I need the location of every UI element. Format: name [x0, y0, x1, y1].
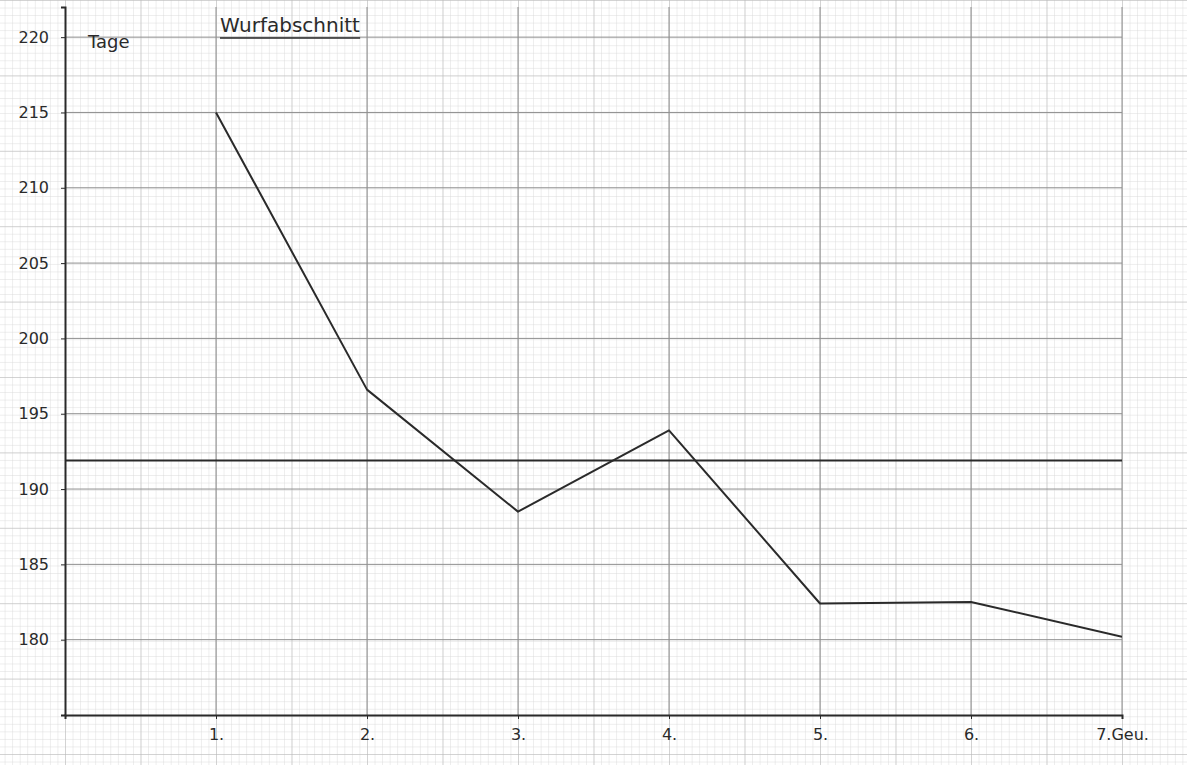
- y-tick: 220: [18, 28, 65, 47]
- tick-mark: [367, 715, 368, 719]
- tick-mark: [61, 564, 65, 565]
- grid-line: [971, 7, 972, 715]
- tick-label: 215: [18, 103, 49, 122]
- x-tick: 3.: [511, 715, 526, 744]
- tick-label: 220: [18, 28, 49, 47]
- tick-mark: [61, 263, 65, 264]
- x-tick: 1.: [209, 715, 224, 744]
- grid-line: [65, 489, 1122, 490]
- tick-mark: [61, 640, 65, 641]
- grid-line: [65, 112, 1122, 113]
- y-tick: 200: [18, 329, 65, 348]
- tick-mark: [61, 414, 65, 415]
- grid-line: [669, 7, 670, 715]
- grid-line: [820, 7, 821, 715]
- data-line: [216, 112, 1122, 636]
- grid-line: [65, 639, 1122, 640]
- x-tick: 4.: [662, 715, 677, 744]
- axis-line: [66, 716, 1123, 720]
- x-tick: 2.: [360, 715, 375, 744]
- tick-mark: [61, 489, 65, 490]
- tick-label: 3.: [511, 725, 526, 744]
- plot-area: [65, 112, 1122, 636]
- tick-mark: [61, 37, 65, 38]
- grid-line: [367, 7, 368, 715]
- grid-line: [65, 413, 1122, 414]
- y-tick: 210: [18, 178, 65, 197]
- grid-line: [65, 263, 1122, 264]
- grid-line: [518, 7, 519, 715]
- grid-line: [1122, 7, 1123, 715]
- x-tick: 6.: [964, 715, 979, 744]
- tick-label: 200: [18, 329, 49, 348]
- tick-label: 1.: [209, 725, 224, 744]
- paper: [0, 0, 1187, 765]
- tick-mark: [61, 188, 65, 189]
- tick-label: 205: [18, 254, 49, 273]
- tick-label: 6.: [964, 725, 979, 744]
- grid-line: [65, 564, 1122, 565]
- grid-line: [65, 338, 1122, 339]
- axis-line: [61, 8, 66, 716]
- tick-label: 2.: [360, 725, 375, 744]
- tick-mark: [518, 715, 519, 719]
- y-tick: 185: [18, 555, 65, 574]
- grid: [65, 7, 1122, 715]
- paper: [0, 0, 1187, 765]
- reference-line: [65, 459, 1122, 461]
- y-axis: 180 185 190 195 200 205 210 215 220: [18, 8, 65, 716]
- y-tick: 205: [18, 254, 65, 273]
- tick-mark: [61, 338, 65, 339]
- tick-mark: [971, 715, 972, 719]
- x-tick: 7.Geu.: [1096, 715, 1149, 744]
- tick-label: 7.Geu.: [1096, 725, 1149, 744]
- tick-mark: [669, 715, 670, 719]
- title-underline: [220, 37, 360, 39]
- tick-label: 4.: [662, 725, 677, 744]
- tick-mark: [216, 715, 217, 719]
- x-tick: 5.: [813, 715, 828, 744]
- y-tick: 190: [18, 480, 65, 499]
- tick-mark: [1122, 715, 1123, 719]
- tick-label: 195: [18, 404, 49, 423]
- tick-label: 210: [18, 178, 49, 197]
- y-axis-title: Tage: [87, 31, 130, 52]
- tick-mark: [820, 715, 821, 719]
- tick-label: 180: [18, 630, 49, 649]
- title: Wurfabschnitt: [220, 13, 360, 37]
- y-tick: 215: [18, 103, 65, 122]
- chart-svg: 180 185 190 195 200 205 210 215 220 1. 2. 3. 4. 5. 6. 7…: [0, 0, 1187, 765]
- grid-line: [65, 187, 1122, 188]
- tick-label: 185: [18, 555, 49, 574]
- y-tick: 180: [18, 630, 65, 649]
- y-tick: 195: [18, 404, 65, 423]
- tick-label: 190: [18, 480, 49, 499]
- x-axis: 1. 2. 3. 4. 5. 6. 7.Geu.: [66, 715, 1149, 744]
- tick-label: 5.: [813, 725, 828, 744]
- tick-mark: [61, 112, 65, 113]
